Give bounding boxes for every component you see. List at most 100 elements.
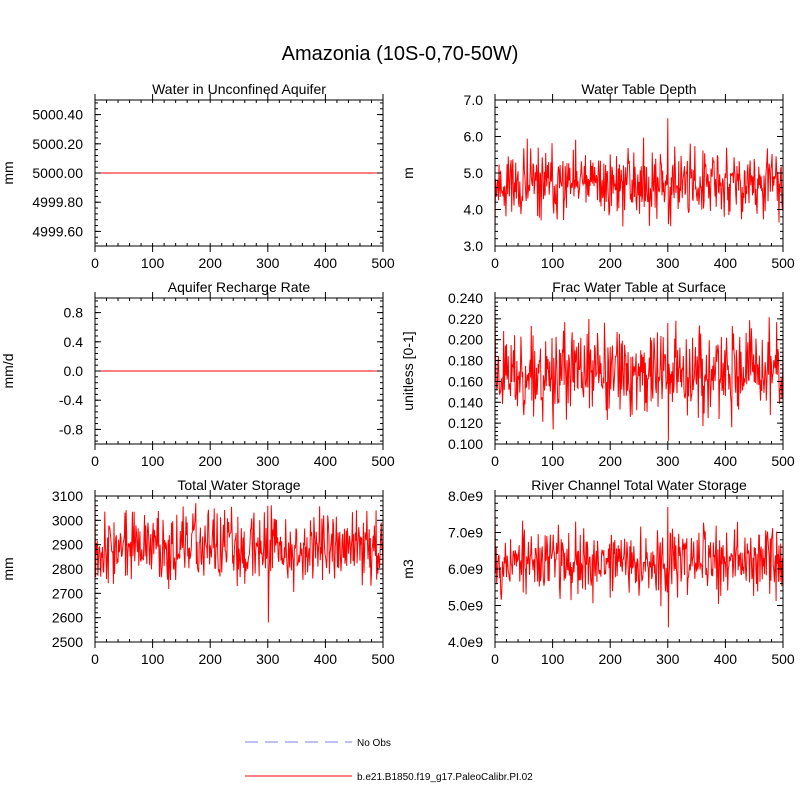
y-tick-label: 7.0 [464,92,484,108]
legend-obs-label: No Obs [357,738,391,749]
plot-frame [494,297,784,445]
plot-frame [94,495,384,643]
y-tick-label: 4.0e9 [448,634,483,650]
x-tick-label: 500 [771,255,795,271]
x-tick-label: 400 [714,255,738,271]
x-tick-label: 0 [491,453,499,469]
y-axis-label: mm [0,557,16,580]
y-axis-label: m [400,167,416,179]
x-tick-label: 500 [371,651,395,667]
legend: No Obs b.e21.B1850.f19_g17.PaleoCalibr.P… [245,738,533,783]
x-tick-label: 100 [541,453,565,469]
y-tick-label: 3.0 [464,238,484,254]
x-tick-label: 200 [199,255,223,271]
panel-title: Aquifer Recharge Rate [168,279,311,295]
x-tick-label: 200 [199,453,223,469]
x-tick-label: 100 [141,255,165,271]
y-tick-label: 8.0e9 [448,488,483,504]
y-tick-label: 0.140 [448,394,483,410]
x-tick-label: 400 [714,453,738,469]
panel-5: Total Water Storage mm 0 100 200 300 400 500 250… [0,477,395,667]
x-tick-label: 200 [599,255,623,271]
panel-4: Frac Water Table at Surface unitless [0-1… [400,279,795,469]
y-tick-label: 2600 [52,610,83,626]
y-tick-label: 4.0 [464,202,484,218]
series-line [494,302,784,441]
x-tick-label: 100 [141,651,165,667]
y-tick-label: 0.200 [448,332,483,348]
y-tick-label: 6.0e9 [448,561,483,577]
x-tick-label: 300 [256,651,280,667]
y-tick-label: 0.220 [448,311,483,327]
panel-6: River Channel Total Water Storage m3 0 100 2… [400,477,795,667]
y-tick-label: 6.0 [464,129,484,145]
y-tick-label: 0.240 [448,290,483,306]
series-line [494,118,784,232]
x-tick-label: 0 [491,255,499,271]
x-tick-label: 300 [656,453,680,469]
x-tick-label: 300 [256,255,280,271]
y-tick-label: 0.180 [448,353,483,369]
x-tick-label: 300 [656,255,680,271]
legend-model-label: b.e21.B1850.f19_g17.PaleoCalibr.PI.02 [357,772,533,783]
y-axis-label: mm/d [0,354,16,389]
y-tick-label: 0.160 [448,373,483,389]
panel-title: Water Table Depth [581,81,696,97]
panels-container: Water in Unconfined Aquifer mm 0 100 200 300 4… [0,81,795,667]
x-tick-label: 0 [91,651,99,667]
y-axis-label: unitless [0-1] [400,331,416,410]
panel-title: Frac Water Table at Surface [552,279,726,295]
y-tick-label: 2800 [52,561,83,577]
y-tick-label: 0.100 [448,436,483,452]
y-tick-label: 5000.40 [32,107,83,123]
y-tick-label: 3000 [52,512,83,528]
y-tick-label: 0.4 [64,334,84,350]
x-tick-label: 300 [656,651,680,667]
y-tick-label: 4999.80 [32,194,83,210]
panel-1: Water in Unconfined Aquifer mm 0 100 200 300 4… [0,81,395,271]
y-axis-label: m3 [400,559,416,579]
series-line [94,498,384,623]
x-tick-label: 100 [541,255,565,271]
x-tick-label: 500 [371,453,395,469]
x-tick-label: 200 [599,453,623,469]
y-tick-label: 0.120 [448,415,483,431]
y-tick-label: 0.8 [64,305,84,321]
y-tick-label: 2500 [52,634,83,650]
y-tick-label: 0.0 [64,363,84,379]
panel-3: Aquifer Recharge Rate mm/d 0 100 200 300 400 50… [0,279,395,469]
x-tick-label: 400 [314,255,338,271]
x-tick-label: 0 [491,651,499,667]
x-tick-label: 400 [314,453,338,469]
y-tick-label: 2900 [52,537,83,553]
x-tick-label: 500 [371,255,395,271]
x-tick-label: 300 [256,453,280,469]
x-tick-label: 400 [314,651,338,667]
x-tick-label: 200 [199,651,223,667]
figure-title: Amazonia (10S-0,70-50W) [282,43,519,65]
x-tick-label: 500 [771,651,795,667]
y-tick-label: 5000.00 [32,165,83,181]
y-tick-label: 5.0e9 [448,598,483,614]
y-tick-label: 2700 [52,585,83,601]
panel-title: Water in Unconfined Aquifer [152,81,326,97]
y-tick-label: 5.0 [464,165,484,181]
panel-title: River Channel Total Water Storage [531,477,747,493]
x-tick-label: 500 [771,453,795,469]
series-line [494,506,784,628]
y-tick-label: -0.4 [59,392,83,408]
x-tick-label: 100 [141,453,165,469]
y-tick-label: 7.0e9 [448,525,483,541]
y-tick-label: 5000.20 [32,136,83,152]
y-tick-label: 3100 [52,488,83,504]
panel-2: Water Table Depth m 0 100 200 300 400 500 3.0 4.0… [400,81,795,271]
x-tick-label: 100 [541,651,565,667]
x-tick-label: 0 [91,453,99,469]
panel-title: Total Water Storage [177,477,300,493]
x-tick-label: 400 [714,651,738,667]
y-tick-label: -0.8 [59,421,83,437]
x-tick-label: 200 [599,651,623,667]
x-tick-label: 0 [91,255,99,271]
y-tick-label: 4999.60 [32,223,83,239]
